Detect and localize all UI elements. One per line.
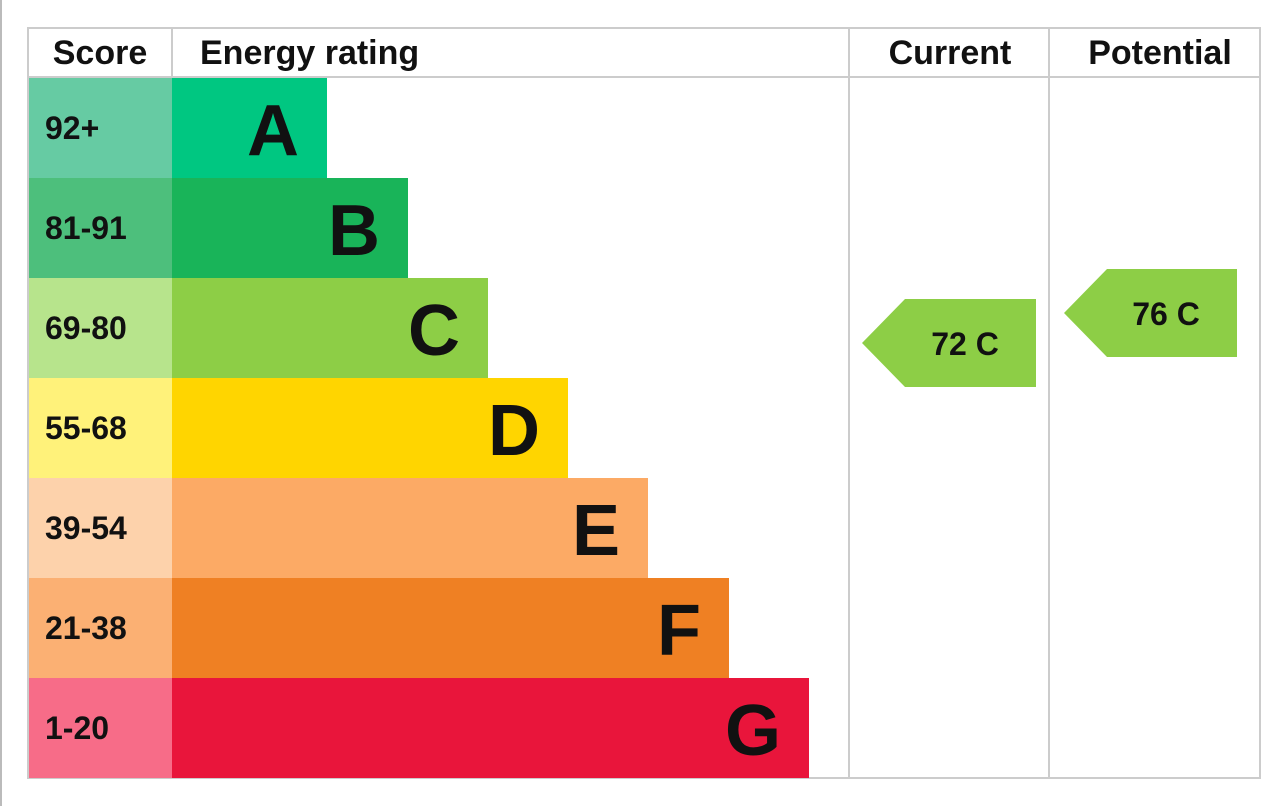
score-cell: [29, 378, 172, 478]
score-label: 81-91: [45, 210, 127, 246]
rating-bar: [172, 678, 809, 778]
rating-letter: G: [725, 691, 781, 771]
current-arrow: [862, 299, 1036, 387]
score-label: 1-20: [45, 710, 109, 746]
rating-bar: [172, 378, 568, 478]
current-label: 72 C: [931, 326, 999, 362]
header-potential: Potential: [1088, 34, 1232, 72]
potential-label: 76 C: [1132, 296, 1200, 332]
rating-bar: [172, 278, 488, 378]
score-label: 92+: [45, 110, 99, 146]
rating-bar: [172, 578, 729, 678]
header-current: Current: [889, 34, 1012, 72]
rating-bar: [172, 178, 408, 278]
rating-bar: [172, 478, 648, 578]
score-cell: [29, 178, 172, 278]
score-label: 39-54: [45, 510, 127, 546]
rating-letter: F: [657, 591, 701, 671]
potential-arrow: [1064, 269, 1237, 357]
score-label: 21-38: [45, 610, 127, 646]
score-cell: [29, 78, 172, 178]
header-score: Score: [53, 34, 148, 72]
header-rating: Energy rating: [200, 34, 419, 72]
score-label: 69-80: [45, 310, 127, 346]
score-label: 55-68: [45, 410, 127, 446]
rating-letter: E: [572, 491, 620, 571]
rating-letter: C: [408, 291, 460, 371]
rating-letter: A: [247, 91, 299, 171]
bands: 92+ A 81-91 B 69-80 C 55-68 D 39-54 E 21-38 F 1-20 G: [29, 78, 809, 778]
score-cell: [29, 578, 172, 678]
rating-letter: B: [328, 191, 380, 271]
rating-letter: D: [488, 391, 540, 471]
rating-bar: [172, 78, 327, 178]
score-cell: [29, 278, 172, 378]
score-cell: [29, 478, 172, 578]
score-cell: [29, 678, 172, 778]
